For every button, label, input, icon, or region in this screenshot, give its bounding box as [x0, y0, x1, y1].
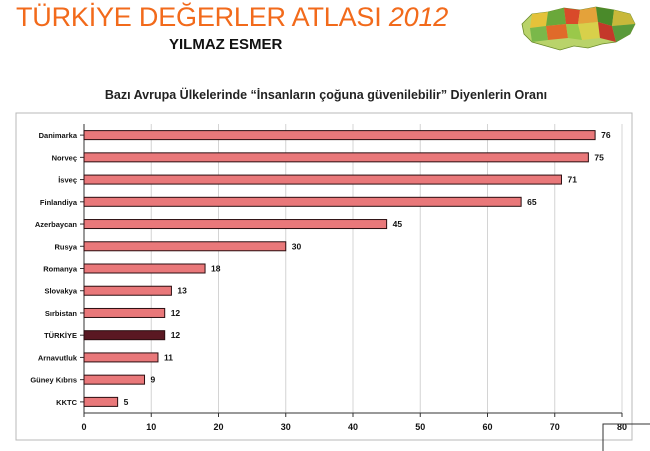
- value-label: 75: [594, 152, 604, 162]
- value-label: 12: [171, 330, 181, 340]
- chart-title: Bazı Avrupa Ülkelerinde “İnsanların çoğu…: [104, 88, 548, 102]
- bar: [83, 285, 172, 296]
- turkey-map-logo: [521, 6, 636, 51]
- x-tick-label: 10: [146, 422, 156, 432]
- category-label: İsveç: [58, 176, 77, 185]
- value-label: 45: [393, 219, 403, 229]
- atlas-title-text: TÜRKİYE DEĞERLER ATLASI: [16, 2, 382, 32]
- category-label: Slovakya: [44, 287, 77, 296]
- category-label: Finlandiya: [40, 198, 78, 207]
- bar-highlight: [83, 330, 166, 341]
- value-label: 5: [124, 397, 129, 407]
- x-tick-label: 30: [281, 422, 291, 432]
- chart-frame: [15, 112, 633, 441]
- bar: [83, 307, 166, 318]
- atlas-title: TÜRKİYE DEĞERLER ATLASI 2012: [16, 2, 448, 33]
- bar: [83, 241, 287, 252]
- category-label: Sırbistan: [45, 309, 78, 318]
- x-tick-label: 60: [482, 422, 492, 432]
- x-tick-label: 50: [415, 422, 425, 432]
- bar: [83, 263, 206, 274]
- value-label: 9: [151, 375, 156, 385]
- category-label: Rusya: [54, 242, 77, 251]
- category-label: Arnavutluk: [38, 353, 78, 362]
- x-tick-label: 80: [617, 422, 627, 432]
- callout-frame: [602, 423, 650, 451]
- x-tick-label: 40: [348, 422, 358, 432]
- bar: [83, 352, 159, 363]
- bar: [83, 152, 589, 163]
- value-label: 11: [164, 352, 173, 362]
- bar: [83, 219, 388, 230]
- atlas-title-year: 2012: [388, 2, 449, 32]
- x-tick-label: 0: [81, 422, 86, 432]
- bar: [83, 130, 596, 141]
- value-label: 76: [601, 130, 611, 140]
- category-label: Romanya: [43, 265, 78, 274]
- category-label: KKTC: [56, 398, 77, 407]
- category-label: Danimarka: [39, 131, 78, 140]
- bar: [83, 396, 119, 407]
- value-label: 12: [171, 308, 181, 318]
- author-name: YILMAZ ESMER: [169, 36, 283, 53]
- x-tick-label: 70: [550, 422, 560, 432]
- category-label: Azerbaycan: [35, 220, 78, 229]
- bar: [83, 374, 146, 385]
- bar: [83, 174, 562, 185]
- value-label: 65: [527, 197, 537, 207]
- value-label: 13: [177, 286, 187, 296]
- x-tick-label: 20: [213, 422, 223, 432]
- category-label: Güney Kıbrıs: [30, 376, 77, 385]
- value-label: 71: [567, 175, 577, 185]
- value-label: 18: [211, 264, 221, 274]
- bar: [83, 196, 522, 207]
- category-label: TÜRKİYE: [44, 331, 77, 340]
- value-label: 30: [292, 241, 302, 251]
- category-label: Norveç: [52, 153, 77, 162]
